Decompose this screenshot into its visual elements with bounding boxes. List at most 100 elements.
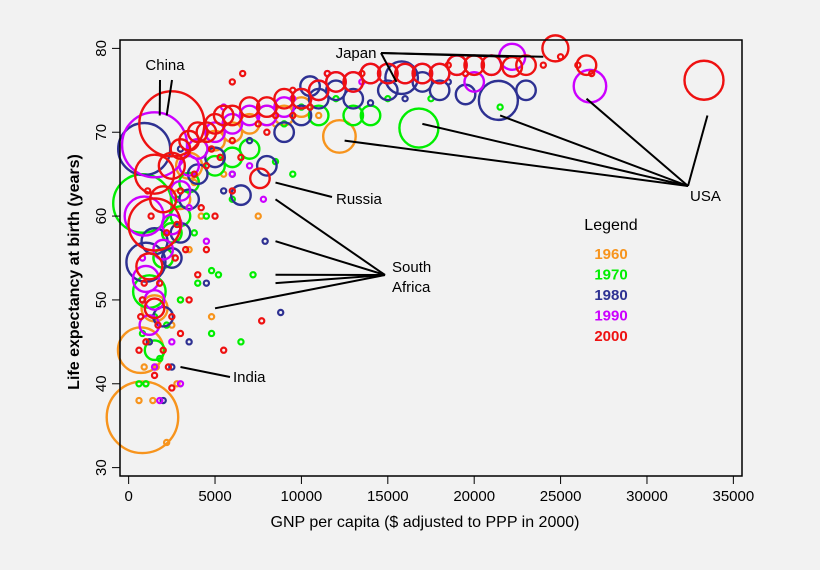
data-point <box>185 245 193 254</box>
legend: Legend 1960 1970 1980 1990 2000 <box>584 217 637 345</box>
data-point <box>143 297 166 320</box>
data-point <box>255 96 278 119</box>
data-point <box>411 70 434 93</box>
annotation-leader <box>344 139 689 187</box>
data-point <box>237 153 245 162</box>
data-point <box>202 162 211 170</box>
annotation-leader <box>214 274 386 310</box>
data-point <box>135 396 143 405</box>
data-point <box>261 237 269 245</box>
data-point <box>229 184 252 207</box>
data-point <box>574 61 582 69</box>
data-point <box>254 212 262 220</box>
data-point <box>228 136 237 145</box>
annotation-leader <box>585 97 689 187</box>
annotation-leader <box>499 114 689 187</box>
data-point <box>221 104 244 127</box>
data-point <box>477 79 520 122</box>
data-point <box>271 111 280 120</box>
x-tick-label: 25000 <box>540 488 582 505</box>
data-point <box>307 79 330 102</box>
data-point <box>411 62 434 85</box>
data-point <box>202 279 211 287</box>
data-point <box>207 145 216 153</box>
data-point <box>238 104 261 127</box>
series-1970 <box>112 94 504 388</box>
data-point <box>105 380 180 455</box>
annotation-label: China <box>145 57 185 74</box>
data-point <box>306 103 314 111</box>
data-point <box>342 104 365 127</box>
data-point <box>131 264 161 294</box>
data-point <box>237 338 245 346</box>
data-point <box>219 346 228 354</box>
data-point <box>178 154 201 177</box>
data-point <box>257 317 266 325</box>
x-tick-label: 0 <box>124 488 132 505</box>
data-point <box>207 266 216 275</box>
data-point <box>263 128 271 136</box>
data-point <box>290 96 313 119</box>
data-point <box>202 212 211 220</box>
data-point <box>204 146 226 169</box>
data-point <box>575 54 598 77</box>
data-point <box>444 61 452 69</box>
data-point <box>273 87 296 110</box>
data-point <box>289 170 297 178</box>
data-point <box>168 363 176 371</box>
annotation-leader <box>422 122 689 187</box>
y-tick-label: 80 <box>93 40 110 57</box>
data-point <box>185 296 193 304</box>
y-tick-label: 70 <box>93 124 110 141</box>
data-point <box>325 70 347 93</box>
data-point <box>238 96 261 119</box>
data-point <box>156 279 164 287</box>
data-point <box>162 438 171 447</box>
data-point <box>149 396 157 405</box>
data-point <box>556 53 565 61</box>
data-point <box>273 121 296 144</box>
annotation-leader <box>275 181 333 198</box>
legend-entry-1970: 1970 <box>594 267 627 284</box>
data-point <box>135 380 143 388</box>
data-point <box>366 99 375 107</box>
data-point <box>143 339 166 362</box>
data-point <box>190 229 198 237</box>
data-point <box>154 321 162 329</box>
data-point <box>323 69 332 78</box>
annotation-label: Russia <box>336 191 383 208</box>
data-point <box>358 69 366 78</box>
x-axis-title: GNP per capita ($ adjusted to PPP in 200… <box>271 514 580 531</box>
data-point <box>135 252 164 281</box>
y-tick-label: 60 <box>93 208 110 225</box>
annotation-leader <box>380 52 544 58</box>
data-point <box>143 187 152 195</box>
data-point <box>204 121 226 144</box>
legend-entry-1980: 1980 <box>594 287 627 304</box>
data-point <box>169 179 192 202</box>
data-point <box>290 87 313 110</box>
data-point <box>376 79 399 102</box>
y-tick-label: 50 <box>93 292 110 309</box>
data-point <box>133 153 176 195</box>
data-point <box>587 69 596 78</box>
annotation-leader <box>274 198 386 276</box>
annotation-leader <box>380 52 398 83</box>
data-point <box>228 170 237 178</box>
data-point <box>238 69 247 78</box>
data-point <box>140 363 148 371</box>
data-point <box>384 60 420 96</box>
annotation-leader <box>180 366 231 378</box>
data-point <box>176 187 185 195</box>
x-tick-label: 10000 <box>281 488 323 505</box>
data-point <box>276 308 285 317</box>
data-point <box>290 104 313 127</box>
legend-entry-1990: 1990 <box>594 308 627 325</box>
x-tick-label: 5000 <box>198 488 231 505</box>
annotation-leader <box>165 79 173 116</box>
data-point <box>245 136 254 145</box>
data-point <box>219 187 228 195</box>
data-point <box>249 271 257 279</box>
annotation-label-line: South <box>392 259 431 276</box>
